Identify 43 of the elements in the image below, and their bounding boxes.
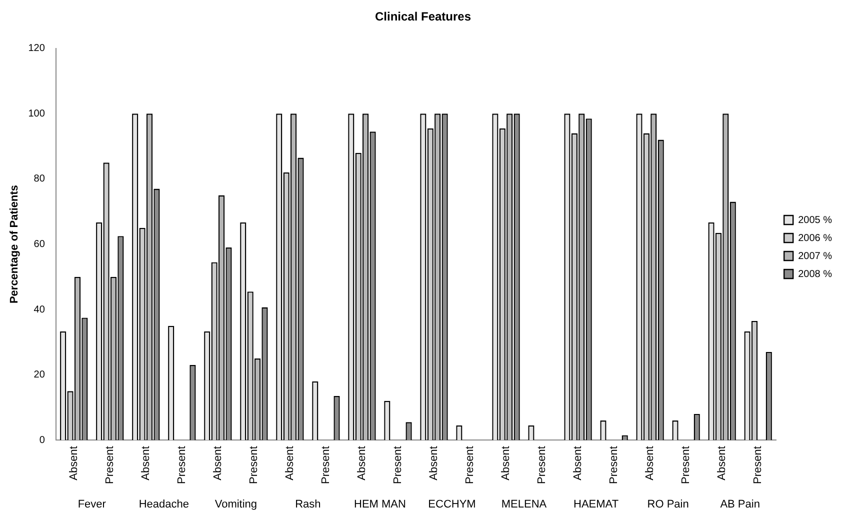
- x-tick-label: Present: [752, 446, 764, 484]
- y-tick-label: 40: [34, 304, 46, 316]
- x-tick-label: Present: [536, 446, 548, 484]
- x-tick-label: Absent: [284, 446, 296, 480]
- legend-label: 2008 %: [798, 268, 832, 280]
- y-tick-label: 120: [28, 43, 46, 54]
- text: HAEMAT: [574, 498, 619, 511]
- legend-label: 2005 %: [798, 214, 832, 226]
- text: Headache: [138, 498, 189, 511]
- y-tick-label: 80: [34, 174, 46, 185]
- x-tick-label: Absent: [500, 446, 512, 480]
- y-tick-label: 60: [34, 238, 46, 250]
- x-tick-label: Absent: [644, 446, 656, 480]
- x-tick-label: Absent: [716, 446, 728, 480]
- chart-title: Clinical Features: [374, 10, 472, 24]
- x-tick-label: Present: [464, 446, 476, 484]
- text: AB Pain: [720, 498, 760, 511]
- x-tick-label: Present: [392, 446, 404, 484]
- x-tick-label: Absent: [140, 446, 152, 480]
- y-tick-label: 100: [28, 108, 46, 120]
- x-tick-label: Present: [248, 446, 260, 484]
- text: RO Pain: [647, 498, 689, 511]
- x-tick-label: Present: [104, 446, 116, 484]
- text: Rash: [295, 498, 321, 511]
- x-tick-label: Absent: [572, 446, 584, 480]
- y-tick-label: 20: [34, 370, 46, 381]
- text: Vomiting: [214, 498, 258, 511]
- legend-label: 2006 %: [798, 232, 832, 244]
- x-tick-label: Present: [176, 446, 188, 484]
- x-tick-label: Absent: [428, 446, 440, 480]
- legend-label: 2007 %: [798, 250, 832, 262]
- text: ECCHYM: [428, 498, 476, 511]
- text: MELENA: [501, 498, 548, 511]
- x-tick-label: Absent: [68, 446, 80, 480]
- text: HEM MAN: [354, 498, 406, 511]
- x-tick-label: Present: [680, 446, 692, 484]
- text: Fever: [78, 498, 106, 511]
- y-tick-label: 0: [39, 434, 46, 446]
- x-tick-label: Absent: [356, 446, 368, 480]
- x-tick-label: Present: [320, 446, 332, 484]
- x-tick-label: Absent: [212, 446, 224, 480]
- x-tick-label: Present: [608, 446, 620, 484]
- y-axis-title: Percentage of Patients: [8, 184, 21, 304]
